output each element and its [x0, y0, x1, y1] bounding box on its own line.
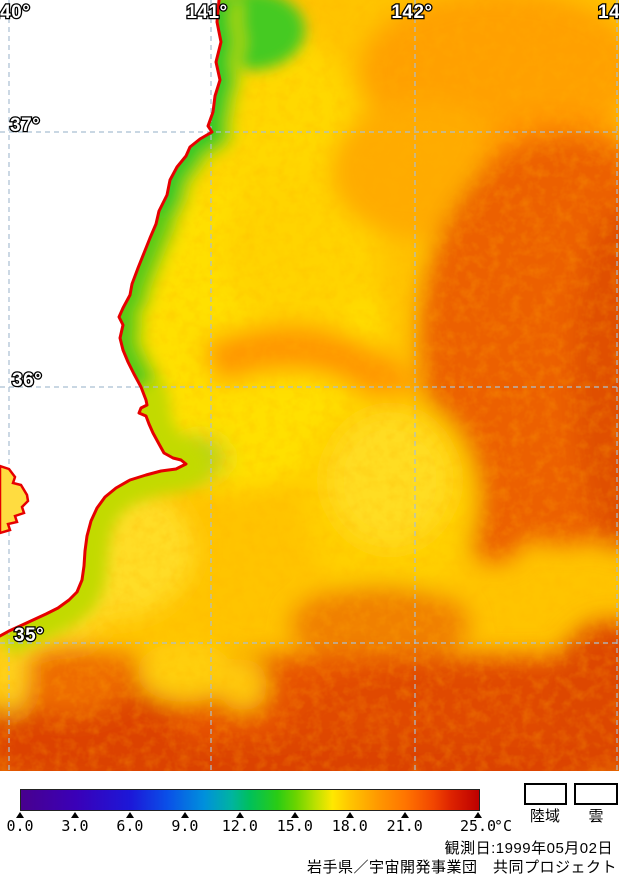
colorbar-tick-label: 6.0 — [116, 817, 144, 835]
colorbar-gradient — [20, 789, 480, 811]
colorbar-tick-label: 9.0 — [171, 817, 199, 835]
colorbar-tick-label: 12.0 — [221, 817, 258, 835]
colorbar-area: 0.0 3.0 6.0 9.0 12.0 15.0 18.0 21.0 25.0 °C 陸域 雲 — [0, 783, 619, 835]
coastline — [0, 0, 223, 638]
legend-cloud-label: 雲 — [588, 808, 604, 825]
lat-label-37: 37° — [10, 115, 40, 136]
colorbar-tick-marker — [70, 812, 79, 818]
legend-land-swatch — [524, 783, 567, 805]
colorbar-tick-marker — [474, 812, 482, 818]
colorbar-unit-label: °C — [494, 817, 513, 835]
lat-label-36: 36° — [12, 370, 42, 391]
colorbar-tick-label: 3.0 — [61, 817, 89, 835]
observation-date-caption: 観測日:1999年05月02日 — [444, 840, 613, 857]
colorbar-tick-label: 25.0 — [459, 817, 497, 835]
legend-cloud-swatch — [574, 783, 618, 805]
credit-caption: 岩手県／宇宙開発事業団 共同プロジェクト — [306, 859, 617, 876]
bay-fragment — [0, 464, 30, 535]
lon-label-140: 140° — [0, 2, 30, 23]
colorbar-tick-label: 0.0 — [6, 817, 34, 835]
sst-map: 140° 141° 142° 143° 37° 36° 35° — [0, 0, 619, 800]
colorbar-tick-marker — [345, 812, 354, 818]
colorbar-tick-marker — [235, 812, 244, 818]
colorbar-tick-label: 21.0 — [386, 817, 423, 835]
lon-label-142: 142° — [391, 2, 432, 23]
colorbar-tick-marker — [125, 812, 134, 818]
lon-label-141: 141° — [186, 2, 227, 23]
land-area — [0, 0, 221, 636]
legend-land-label: 陸域 — [529, 808, 560, 825]
lat-label-35: 35° — [14, 625, 44, 646]
colorbar-tick-marker — [400, 812, 409, 818]
colorbar-tick-label: 18.0 — [331, 817, 368, 835]
colorbar-tick-marker — [290, 812, 299, 818]
lon-label-143: 143° — [598, 2, 619, 23]
colorbar-tick-marker — [180, 812, 189, 818]
colorbar-tick-marker — [16, 812, 24, 818]
colorbar-tick-label: 15.0 — [276, 817, 313, 835]
sst-map-canvas: 140° 141° 142° 143° 37° 36° 35° — [0, 0, 619, 800]
